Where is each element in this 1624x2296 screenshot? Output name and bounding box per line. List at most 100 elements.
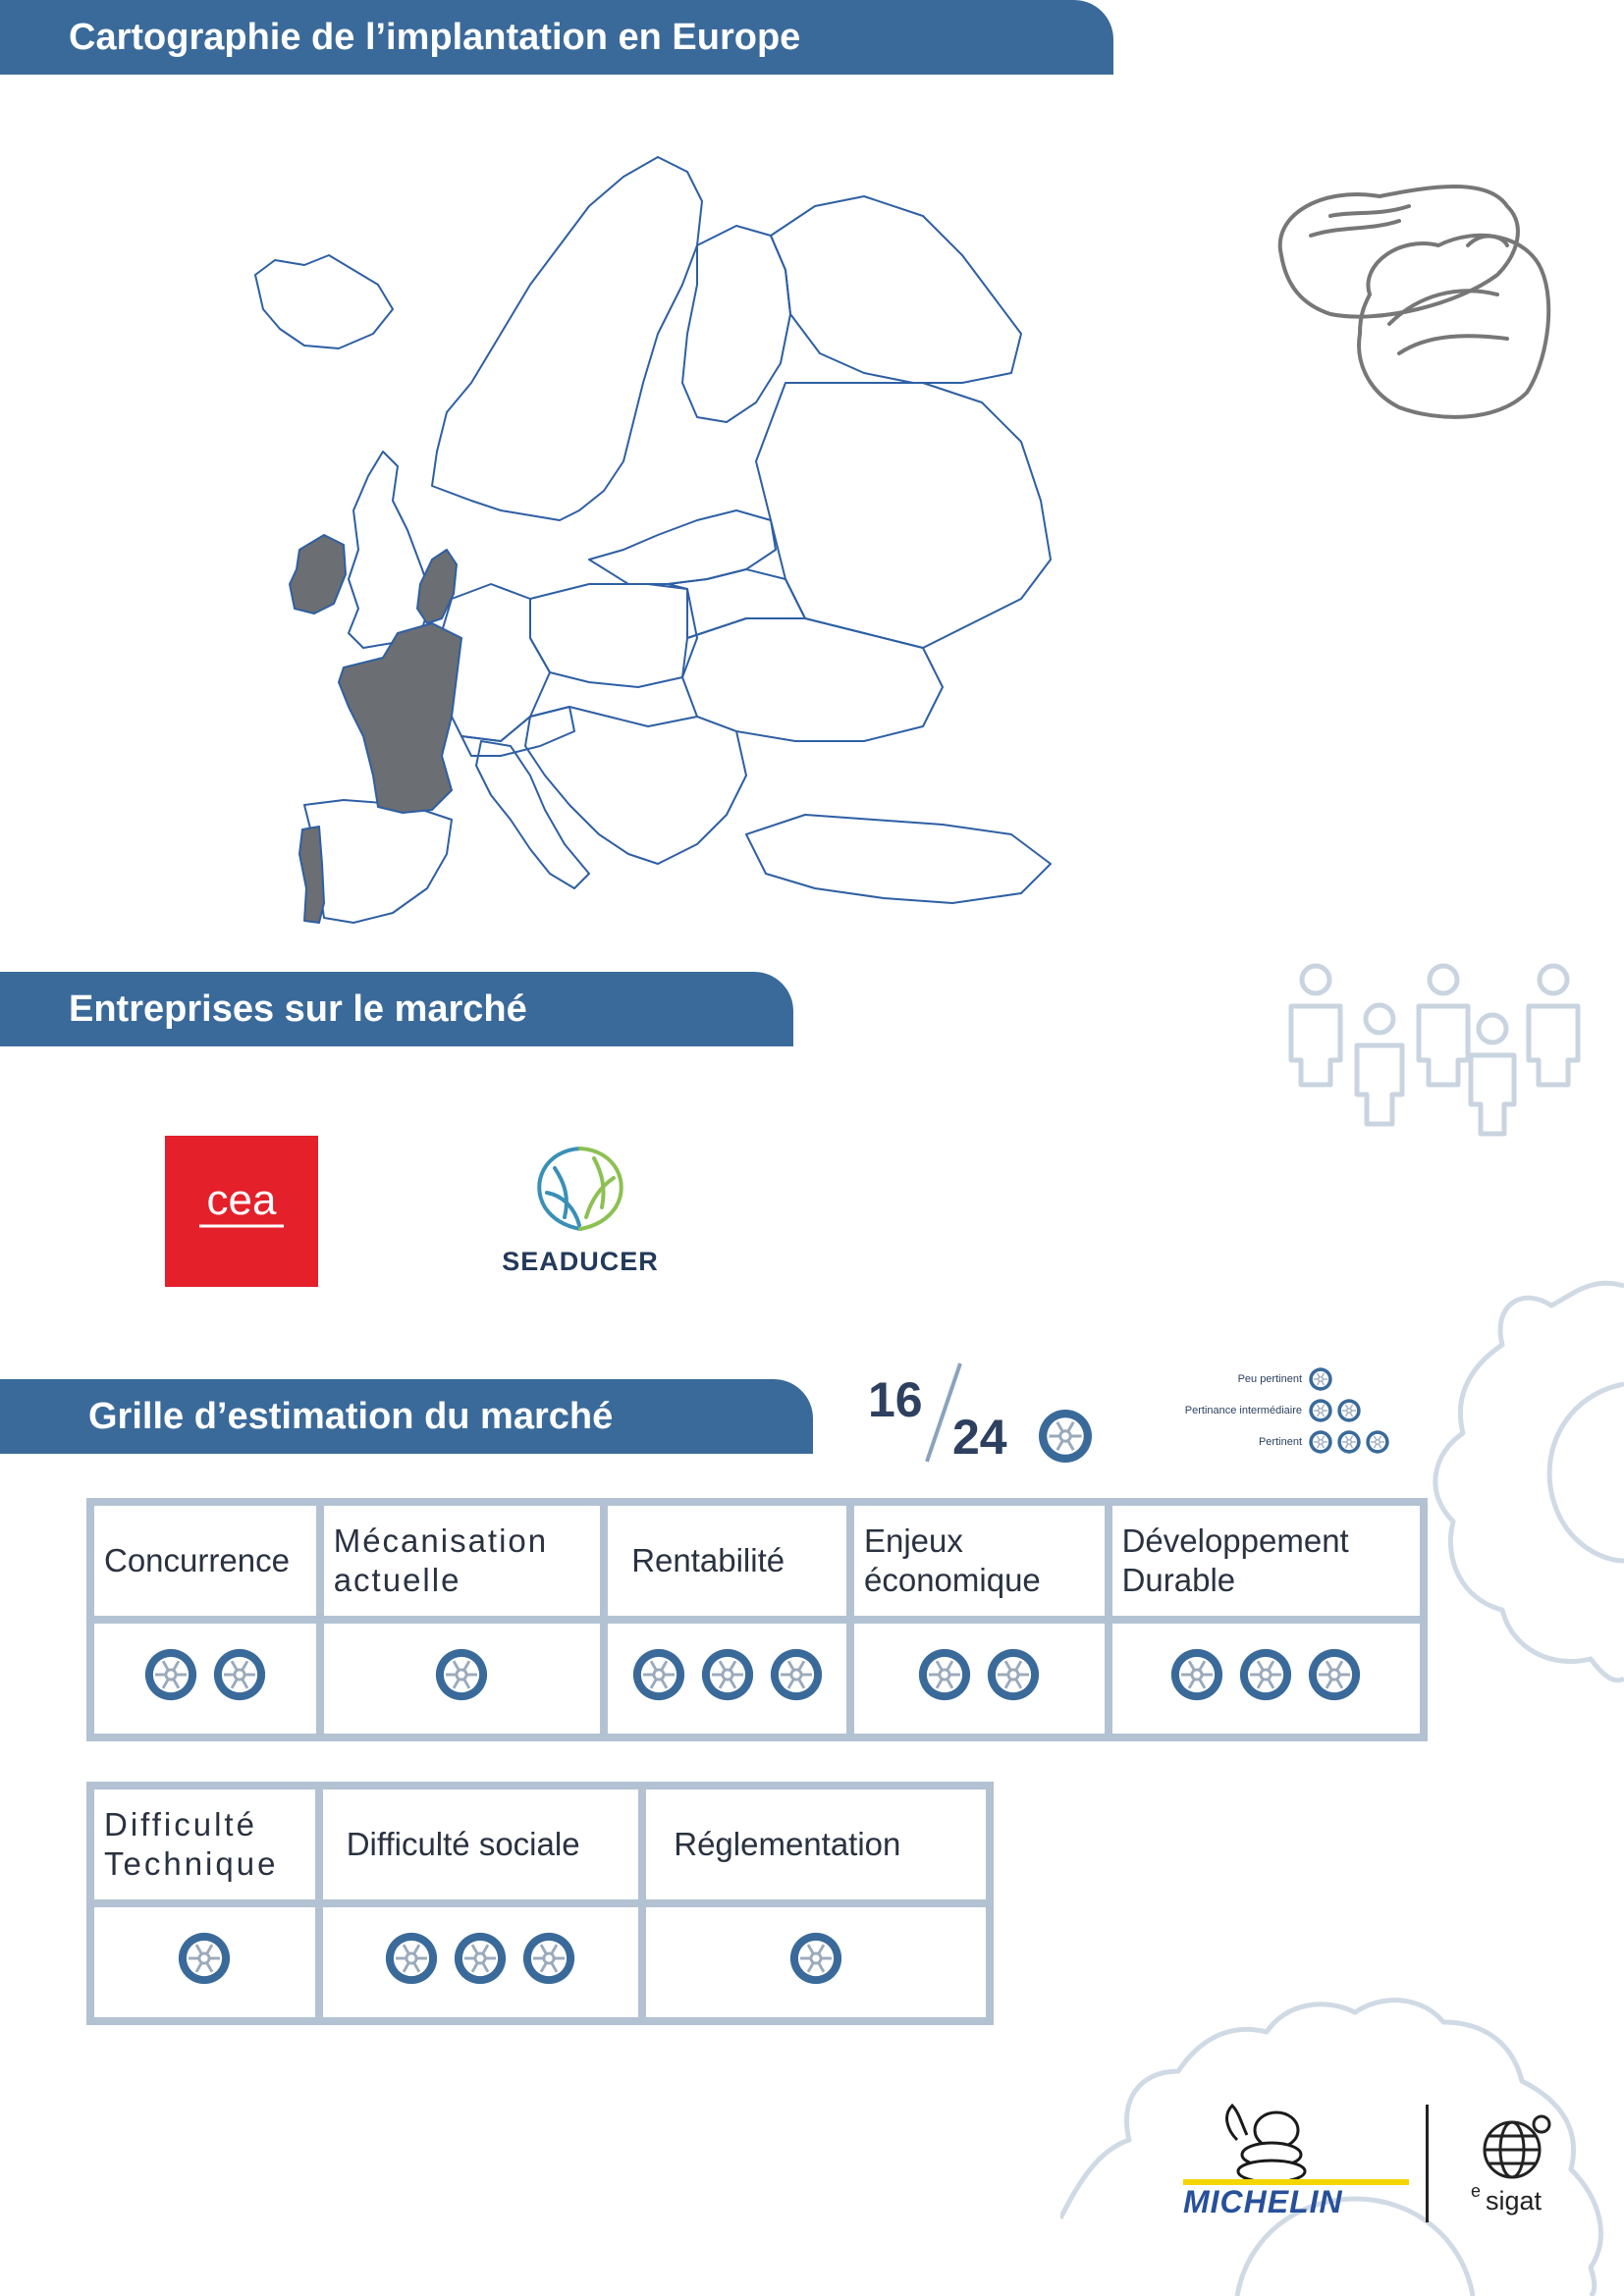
map-russia-north xyxy=(770,195,1022,384)
score-value: 16 xyxy=(868,1372,923,1427)
section-title-grille-text: Grille d’estimation du marché xyxy=(88,1395,614,1437)
sigat-globe-icon xyxy=(1483,2114,1551,2179)
gears-decoration-icon xyxy=(1060,1280,1624,2296)
section-title-entreprises-text: Entreprises sur le marché xyxy=(69,988,527,1030)
map-belarus xyxy=(667,568,806,639)
grid-wheels-row xyxy=(90,1620,1424,1737)
legend-row-intermediaire: Pertinance intermédiaire xyxy=(1185,1398,1394,1423)
map-scandinavia xyxy=(431,156,703,521)
wheel-icon xyxy=(790,1932,842,1985)
grid-cell-concurrence: Concurrence xyxy=(90,1502,320,1620)
wheel-icon xyxy=(1240,1648,1292,1701)
wheel-icon xyxy=(770,1648,822,1701)
legend-wheels xyxy=(1308,1366,1394,1392)
grid-rating-enjeux xyxy=(849,1620,1109,1737)
grid-rating-difficulte-sociale xyxy=(318,1903,643,2021)
grid-rating-developpement xyxy=(1108,1620,1424,1737)
michelin-brand: MICHELIN xyxy=(1183,2184,1343,2219)
cea-logo-text: cea xyxy=(207,1177,277,1224)
wheel-icon xyxy=(1337,1430,1361,1454)
wheel-icon xyxy=(1039,1410,1092,1463)
map-ireland-highlight xyxy=(289,534,347,614)
wheel-icon xyxy=(1309,1648,1361,1701)
grid-rating-difficulte-technique xyxy=(90,1903,319,2021)
legend-wheels xyxy=(1308,1429,1394,1455)
legend-row-peu: Peu pertinent xyxy=(1238,1366,1394,1392)
grid-cell-difficulte-sociale: Difficulté sociale xyxy=(318,1786,643,1903)
legend-label: Pertinance intermédiaire xyxy=(1184,1405,1302,1416)
map-baltics xyxy=(588,509,777,585)
grid-cell-mecanisation: Mécanisation actuelle xyxy=(319,1502,605,1620)
grid-header-row: Concurrence Mécanisation actuelle Rentab… xyxy=(90,1502,1424,1620)
grid-cell-rentabilite: Rentabilité xyxy=(604,1502,850,1620)
wheel-icon xyxy=(386,1932,438,1985)
wheel-icon xyxy=(179,1932,231,1985)
wheel-icon xyxy=(436,1648,488,1701)
section-title-cartographie-text: Cartographie de l’implantation en Europe xyxy=(69,16,801,58)
grid-cell-reglementation: Réglementation xyxy=(642,1786,990,1903)
wheel-icon xyxy=(1309,1430,1332,1454)
map-finland xyxy=(681,225,791,423)
michelin-bibendum-icon xyxy=(1183,2103,1409,2185)
map-portugal-highlight xyxy=(298,826,325,924)
wheel-icon xyxy=(1171,1648,1223,1701)
people-illustration-icon xyxy=(1288,963,1581,1137)
map-poland xyxy=(529,583,698,688)
wheel-icon xyxy=(919,1648,971,1701)
relevance-legend: Peu pertinent Pertinance intermédiaire P… xyxy=(1119,1366,1394,1465)
map-iceland xyxy=(254,254,394,349)
oyster-illustration-icon xyxy=(1277,185,1551,419)
wheel-icon xyxy=(988,1648,1040,1701)
legend-label: Pertinent xyxy=(1258,1436,1302,1448)
cea-logo: cea xyxy=(165,1136,318,1287)
legend-row-pertinent: Pertinent xyxy=(1259,1429,1394,1455)
estimation-grid-2: Difficulté Technique Difficulté sociale … xyxy=(86,1782,994,2025)
wheel-icon xyxy=(523,1932,575,1985)
map-netherlands-highlight xyxy=(416,549,458,624)
wheel-icon xyxy=(701,1648,753,1701)
grid-rating-rentabilite xyxy=(604,1620,850,1737)
grid-cell-enjeux: Enjeux économique xyxy=(849,1502,1109,1620)
wheel-icon xyxy=(213,1648,265,1701)
map-great-britain xyxy=(348,451,433,649)
wheel-icon xyxy=(632,1648,684,1701)
grid-header-row: Difficulté Technique Difficulté sociale … xyxy=(90,1786,990,1903)
map-russia-west xyxy=(755,382,1052,649)
map-spain xyxy=(303,799,453,924)
wheel-icon xyxy=(1309,1399,1332,1422)
map-france-highlight xyxy=(338,622,462,814)
cea-logo-mark: cea xyxy=(199,1177,284,1228)
score-total: 24 xyxy=(952,1410,1007,1465)
wheel-icon xyxy=(1337,1399,1361,1422)
grid-rating-concurrence xyxy=(90,1620,320,1737)
grid-rating-reglementation xyxy=(642,1903,990,2021)
map-ukraine xyxy=(681,617,944,742)
score-slash-icon xyxy=(925,1362,962,1463)
map-turkey xyxy=(745,814,1052,904)
wheel-icon xyxy=(1309,1367,1332,1391)
wheel-icon xyxy=(144,1648,196,1701)
map-balkans xyxy=(524,706,747,865)
grid-rating-mecanisation xyxy=(319,1620,605,1737)
map-italy xyxy=(475,740,590,889)
seaducer-logo: SEADUCER xyxy=(486,1139,675,1286)
sigat-prefix: e xyxy=(1471,2181,1482,2201)
estimation-grid-1: Concurrence Mécanisation actuelle Rentab… xyxy=(86,1498,1428,1741)
footer-logos: MICHELIN e sigat xyxy=(1178,2101,1571,2228)
wheel-icon xyxy=(1366,1430,1389,1454)
seaducer-name: SEADUCER xyxy=(502,1247,659,1276)
section-title-grille: Grille d’estimation du marché xyxy=(0,1379,813,1454)
section-title-cartographie: Cartographie de l’implantation en Europe xyxy=(0,0,1113,75)
grid-cell-difficulte-technique: Difficulté Technique xyxy=(90,1786,319,1903)
legend-label: Peu pertinent xyxy=(1237,1373,1302,1385)
market-score: 16 24 xyxy=(864,1360,1100,1468)
grid-cell-developpement: Développement Durable xyxy=(1108,1502,1424,1620)
sigat-brand: sigat xyxy=(1486,2186,1543,2216)
grid-wheels-row xyxy=(90,1903,990,2021)
wheel-icon xyxy=(455,1932,507,1985)
section-title-entreprises: Entreprises sur le marché xyxy=(0,972,793,1046)
map-switzerland-austria xyxy=(460,706,575,757)
europe-map xyxy=(254,156,1052,924)
footer-divider xyxy=(1426,2105,1429,2222)
seaducer-logo-mark xyxy=(537,1147,623,1231)
